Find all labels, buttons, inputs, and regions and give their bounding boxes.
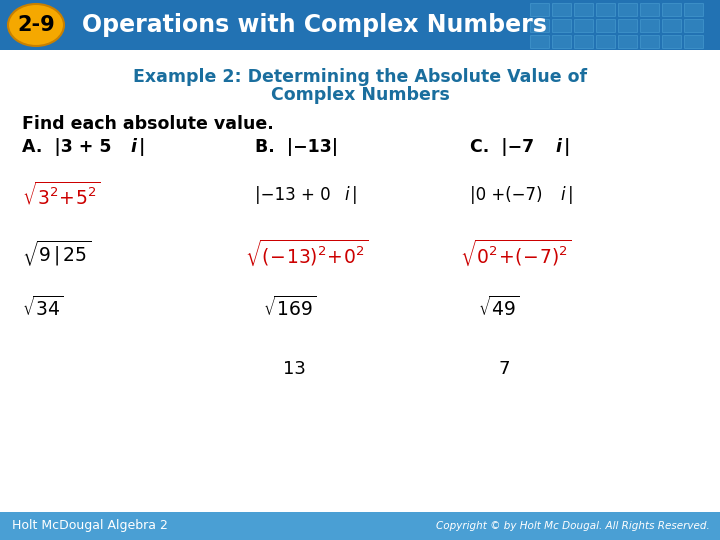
FancyBboxPatch shape [596,35,615,48]
Text: i: i [560,186,564,204]
Text: $\sqrt{49}$: $\sqrt{49}$ [478,296,520,320]
Text: |: | [564,138,570,156]
Text: i: i [130,138,136,156]
FancyBboxPatch shape [618,35,637,48]
Text: B.  |−13|: B. |−13| [255,138,338,156]
Text: Copyright © by Holt Mc Dougal. All Rights Reserved.: Copyright © by Holt Mc Dougal. All Right… [436,521,710,531]
Text: Example 2: Determining the Absolute Value of: Example 2: Determining the Absolute Valu… [133,68,587,86]
FancyBboxPatch shape [618,19,637,32]
FancyBboxPatch shape [662,35,681,48]
Text: 13: 13 [283,360,306,378]
Text: |: | [139,138,145,156]
FancyBboxPatch shape [574,35,593,48]
Text: $\sqrt{169}$: $\sqrt{169}$ [263,296,317,320]
Text: $\sqrt{34}$: $\sqrt{34}$ [22,296,63,320]
FancyBboxPatch shape [640,19,659,32]
FancyBboxPatch shape [0,512,720,540]
FancyBboxPatch shape [552,3,571,16]
FancyBboxPatch shape [684,35,703,48]
Text: Find each absolute value.: Find each absolute value. [22,115,274,133]
Text: i: i [555,138,561,156]
FancyBboxPatch shape [662,19,681,32]
Text: $\sqrt{(\!-\!13)^2\!+\!0^2}$: $\sqrt{(\!-\!13)^2\!+\!0^2}$ [245,238,369,268]
FancyBboxPatch shape [530,19,549,32]
Text: 7: 7 [498,360,510,378]
FancyBboxPatch shape [552,19,571,32]
Text: C.  |−7: C. |−7 [470,138,534,156]
Text: A.  |3 + 5: A. |3 + 5 [22,138,112,156]
FancyBboxPatch shape [684,19,703,32]
FancyBboxPatch shape [574,19,593,32]
Text: $\sqrt{9\,|\,25}$: $\sqrt{9\,|\,25}$ [22,238,91,268]
FancyBboxPatch shape [0,0,720,50]
FancyBboxPatch shape [662,3,681,16]
FancyBboxPatch shape [684,3,703,16]
Text: |: | [352,186,358,204]
Text: |0 +(−7): |0 +(−7) [470,186,542,204]
FancyBboxPatch shape [530,35,549,48]
FancyBboxPatch shape [530,3,549,16]
Text: Operations with Complex Numbers: Operations with Complex Numbers [82,13,547,37]
Text: $\sqrt{3^2\!+\!5^2}$: $\sqrt{3^2\!+\!5^2}$ [22,182,101,209]
FancyBboxPatch shape [618,3,637,16]
Text: $\sqrt{0^2\!+\!(\!-\!7)^2}$: $\sqrt{0^2\!+\!(\!-\!7)^2}$ [460,238,572,268]
Text: 2-9: 2-9 [17,15,55,35]
FancyBboxPatch shape [552,35,571,48]
Text: Holt McDougal Algebra 2: Holt McDougal Algebra 2 [12,519,168,532]
Text: Complex Numbers: Complex Numbers [271,86,449,104]
FancyBboxPatch shape [596,19,615,32]
Text: i: i [344,186,348,204]
Text: |−13 + 0: |−13 + 0 [255,186,330,204]
Text: |: | [568,186,574,204]
FancyBboxPatch shape [640,35,659,48]
Ellipse shape [8,4,64,46]
FancyBboxPatch shape [640,3,659,16]
FancyBboxPatch shape [574,3,593,16]
FancyBboxPatch shape [596,3,615,16]
